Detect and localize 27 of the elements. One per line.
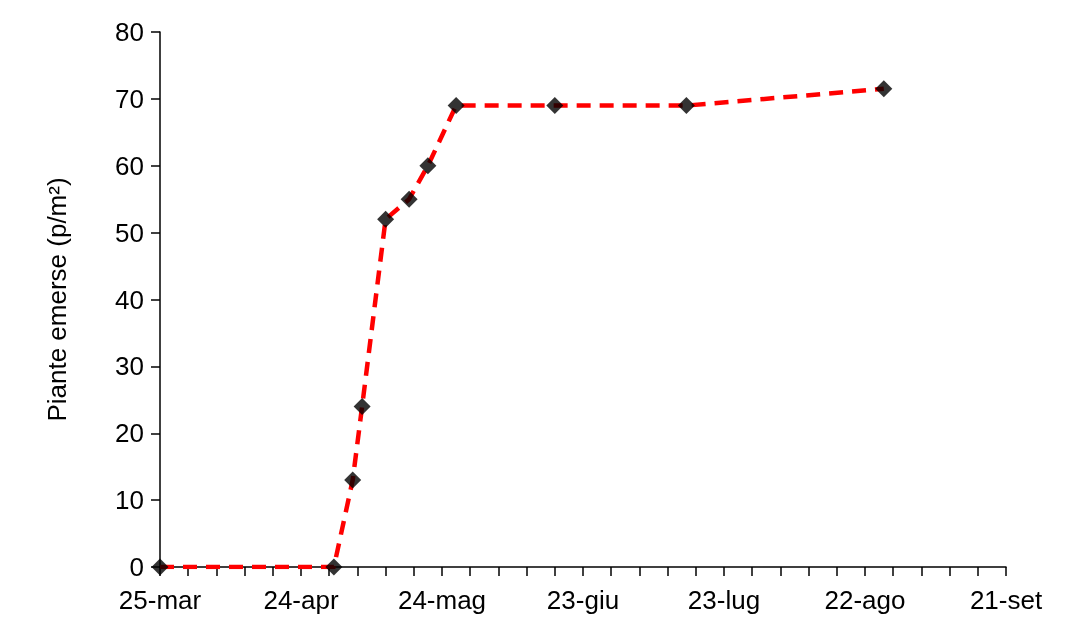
y-tick-label: 0 xyxy=(129,552,144,582)
point xyxy=(325,558,343,576)
x-tick-label: 23-giu xyxy=(546,585,620,615)
y-axis-title: Piante emerse (p/m²) xyxy=(42,177,72,422)
y-tick-label: 20 xyxy=(115,418,144,449)
x-tick-label: 25-mar xyxy=(118,585,202,615)
x-tick-label: 22-ago xyxy=(824,585,906,615)
x-tick-label: 24-mag xyxy=(397,585,487,615)
x-tick-label: 21-set xyxy=(969,585,1043,615)
point xyxy=(353,398,371,415)
y-tick-label: 10 xyxy=(115,485,144,516)
point xyxy=(419,157,437,175)
point xyxy=(344,471,362,489)
point xyxy=(546,97,564,115)
y-tick-label: 80 xyxy=(115,17,144,47)
y-tick-label: 40 xyxy=(115,284,144,315)
point xyxy=(400,190,418,208)
point xyxy=(677,97,695,115)
point xyxy=(447,97,465,115)
point xyxy=(377,210,395,228)
y-tick-label: 30 xyxy=(115,351,144,382)
x-tick-label: 24-apr xyxy=(263,585,339,615)
point xyxy=(875,80,893,98)
y-tick-label: 60 xyxy=(115,150,144,181)
y-tick-label: 70 xyxy=(115,83,144,114)
y-tick-label: 50 xyxy=(115,217,144,248)
x-tick-label: 23-lug xyxy=(687,585,761,615)
